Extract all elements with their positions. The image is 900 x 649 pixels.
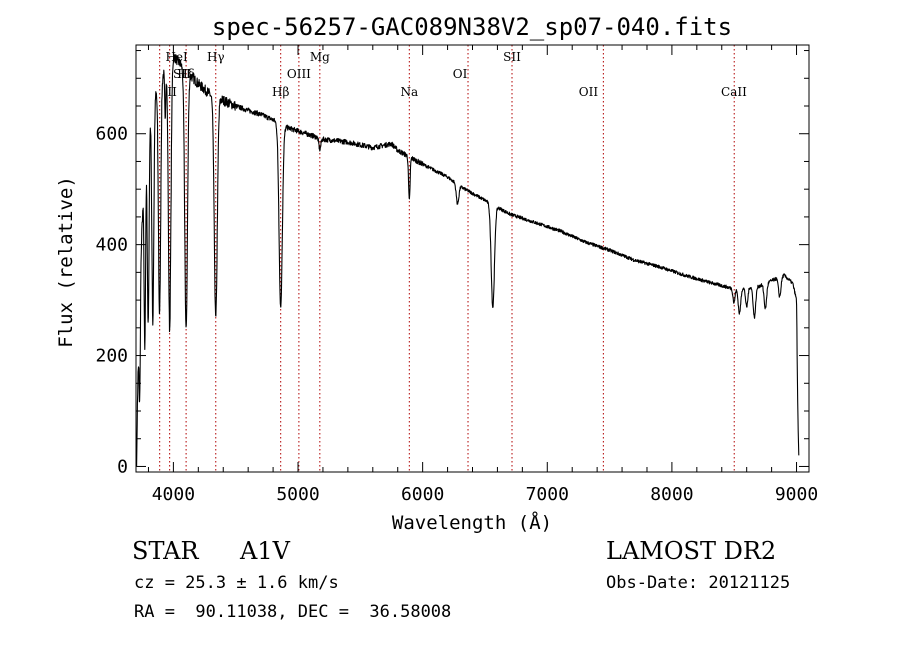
coordinates: RA = 90.11038, DEC = 36.58008	[134, 602, 452, 622]
x-tick-label: 9000	[775, 484, 818, 505]
x-tick-label: 7000	[526, 484, 569, 505]
line-marker-label: SII	[503, 50, 521, 64]
marker-lines	[159, 45, 735, 472]
line-marker-label: OIII	[287, 67, 311, 81]
chart-title: spec-56257-GAC089N38V2_sp07-040.fits	[212, 13, 732, 41]
line-marker-label: Na	[400, 85, 418, 99]
line-marker-label: OII	[579, 85, 599, 99]
plot-frame	[135, 44, 810, 473]
y-tick-label: 600	[95, 124, 128, 145]
x-tick-label: 6000	[401, 484, 444, 505]
observation-date: Obs-Date: 20121125	[606, 573, 791, 593]
y-tick-label: 0	[117, 456, 128, 477]
survey-name: LAMOST DR2	[606, 537, 777, 565]
y-tick-label: 200	[95, 346, 128, 367]
y-tick-label: 400	[95, 235, 128, 256]
y-axis: 0 200 400 600	[95, 50, 809, 477]
line-marker-label: CaII	[721, 85, 747, 99]
x-tick-label: 8000	[650, 484, 693, 505]
line-marker-label: Hβ	[272, 85, 289, 99]
line-marker-label: Mg	[310, 50, 330, 64]
spectrum-line	[136, 54, 800, 467]
x-tick-label: 5000	[276, 484, 319, 505]
line-marker-label: OI	[453, 67, 468, 81]
x-tick-label: 4000	[152, 484, 195, 505]
x-axis-label: Wavelength (Å)	[392, 511, 552, 534]
object-type: STAR	[132, 537, 199, 565]
y-axis-label: Flux (relative)	[55, 176, 77, 348]
object-subclass: A1V	[240, 537, 290, 565]
line-marker-label: Hγ	[207, 50, 225, 64]
redshift-cz: cz = 25.3 ± 1.6 km/s	[134, 573, 339, 593]
x-axis: 4000 5000 6000 7000 8000 9000	[147, 45, 818, 505]
